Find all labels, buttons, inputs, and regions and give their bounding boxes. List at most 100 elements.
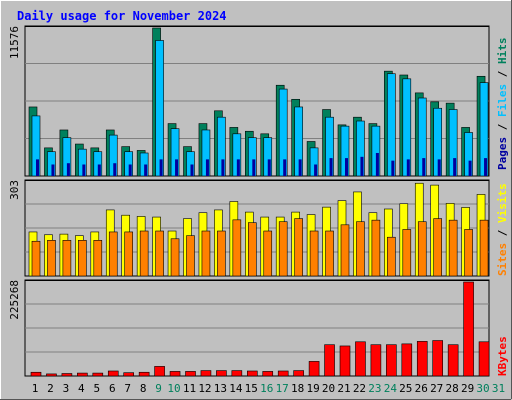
bar-sites-day-3 xyxy=(62,240,72,277)
panel-2: 303 xyxy=(8,179,490,277)
bar-kbytes-day-27 xyxy=(432,340,444,377)
bar-sites-day-16 xyxy=(263,230,273,277)
bar-pages-day-1 xyxy=(36,159,39,176)
x-tick-label-26: 26 xyxy=(415,382,428,395)
bar-kbytes-day-1 xyxy=(30,371,42,377)
bar-sites-day-8 xyxy=(139,230,149,277)
bar-kbytes-day-30 xyxy=(478,341,490,377)
bar-sites-day-30 xyxy=(479,219,489,277)
bar-sites-day-18 xyxy=(294,218,303,277)
bar-sites-day-10 xyxy=(170,238,180,277)
bar-kbytes-day-26 xyxy=(416,341,428,377)
x-tick-label-31: 31 xyxy=(492,382,505,395)
x-tick-label-18: 18 xyxy=(291,382,304,395)
bar-sites-day-29 xyxy=(464,229,473,277)
panel-1: 11576 xyxy=(8,25,490,177)
bar-pages-day-15 xyxy=(252,159,256,176)
bar-pages-day-3 xyxy=(66,163,70,176)
bar-kbytes-day-21 xyxy=(339,345,351,377)
x-tick-label-19: 19 xyxy=(306,382,319,395)
x-tick-label-11: 11 xyxy=(183,382,196,395)
bar-sites-day-22 xyxy=(356,221,365,277)
bar-pages-day-6 xyxy=(113,163,117,176)
legend-1: Pages / Files / Hits xyxy=(496,38,509,171)
legend-entry-pages: Pages xyxy=(496,137,509,170)
bar-kbytes-day-20 xyxy=(324,344,335,377)
y-max-label-1: 11576 xyxy=(8,26,21,59)
x-tick-label-12: 12 xyxy=(198,382,211,395)
legend-separator: / xyxy=(496,117,509,137)
bar-pages-day-18 xyxy=(298,159,302,176)
bar-kbytes-day-11 xyxy=(185,371,196,377)
x-tick-label-29: 29 xyxy=(461,382,474,395)
bar-pages-day-8 xyxy=(144,164,148,176)
bar-sites-day-23 xyxy=(371,219,381,277)
bar-pages-day-12 xyxy=(205,159,209,176)
legend-2: Sites / Visits xyxy=(496,183,509,276)
bar-kbytes-day-13 xyxy=(216,370,227,377)
bar-kbytes-day-16 xyxy=(262,371,274,377)
bar-pages-day-22 xyxy=(360,156,364,176)
bar-sites-day-1 xyxy=(31,240,41,277)
bar-sites-day-20 xyxy=(325,230,334,277)
bar-pages-day-27 xyxy=(437,159,441,176)
x-tick-label-8: 8 xyxy=(140,382,147,395)
legend-entry-hits: Hits xyxy=(496,38,509,65)
bar-sites-day-13 xyxy=(217,230,226,277)
bar-pages-day-9 xyxy=(159,159,163,176)
x-tick-label-17: 17 xyxy=(276,382,289,395)
x-tick-label-15: 15 xyxy=(245,382,258,395)
bar-sites-day-7 xyxy=(124,231,133,277)
x-tick-label-24: 24 xyxy=(384,382,398,395)
bar-kbytes-day-10 xyxy=(169,371,181,377)
bar-kbytes-day-19 xyxy=(308,361,320,377)
bar-kbytes-day-4 xyxy=(77,372,88,377)
bar-pages-day-10 xyxy=(175,159,179,176)
x-tick-label-13: 13 xyxy=(214,382,227,395)
chart-title: Daily usage for November 2024 xyxy=(17,9,227,23)
bar-kbytes-day-9 xyxy=(154,366,165,377)
bar-kbytes-day-12 xyxy=(200,370,212,377)
bar-kbytes-day-2 xyxy=(46,373,57,377)
legend-entry-kbytes: KBytes xyxy=(496,336,509,376)
legend-separator: / xyxy=(496,223,509,243)
bar-pages-day-25 xyxy=(406,159,410,176)
x-tick-label-14: 14 xyxy=(229,382,243,395)
bar-kbytes-day-8 xyxy=(138,371,150,377)
bar-sites-day-5 xyxy=(93,240,103,277)
y-max-label-3: 225268 xyxy=(8,280,21,320)
bar-sites-day-21 xyxy=(340,224,350,277)
bar-sites-day-28 xyxy=(448,219,458,277)
bar-kbytes-day-14 xyxy=(231,370,243,377)
legend-3: KBytes xyxy=(496,336,509,376)
bar-kbytes-day-7 xyxy=(123,372,134,377)
bar-pages-day-17 xyxy=(283,159,287,176)
x-tick-label-25: 25 xyxy=(399,382,412,395)
bar-pages-day-24 xyxy=(391,160,395,176)
bar-kbytes-day-6 xyxy=(107,370,119,377)
bar-sites-day-26 xyxy=(417,221,427,277)
bar-kbytes-day-17 xyxy=(277,370,289,377)
bar-pages-day-16 xyxy=(267,159,271,176)
bar-kbytes-day-22 xyxy=(355,341,366,377)
bar-pages-day-19 xyxy=(314,164,318,176)
bar-sites-day-12 xyxy=(201,230,211,277)
bar-kbytes-day-24 xyxy=(386,344,397,377)
x-tick-label-22: 22 xyxy=(353,382,366,395)
bar-kbytes-day-15 xyxy=(247,370,258,377)
x-tick-label-30: 30 xyxy=(476,382,489,395)
bar-pages-day-29 xyxy=(468,160,472,176)
bar-sites-day-4 xyxy=(78,240,87,277)
bar-kbytes-day-25 xyxy=(401,343,413,377)
bar-kbytes-day-3 xyxy=(61,373,73,377)
bar-pages-day-28 xyxy=(453,158,457,176)
bar-kbytes-day-28 xyxy=(447,344,459,377)
bar-sites-day-6 xyxy=(108,231,118,277)
bar-kbytes-day-18 xyxy=(293,370,304,377)
bar-kbytes-day-5 xyxy=(92,372,104,377)
bar-sites-day-25 xyxy=(402,229,412,277)
bar-pages-day-20 xyxy=(329,158,333,176)
x-tick-label-10: 10 xyxy=(167,382,180,395)
bar-pages-day-2 xyxy=(51,164,55,176)
